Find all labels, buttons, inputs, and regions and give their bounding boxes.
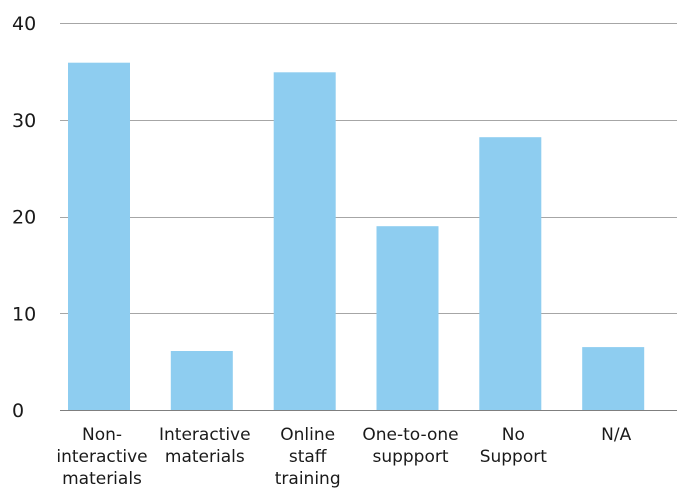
x-category-label-5: N/A bbox=[601, 425, 631, 445]
y-axis-tick-labels: 0 10 20 30 40 bbox=[12, 13, 36, 422]
x-category-label-1: Interactive materials bbox=[159, 425, 251, 467]
y-tick-label-30: 30 bbox=[12, 110, 36, 132]
bar-1 bbox=[170, 351, 233, 410]
x-category-label-line: One-to-one bbox=[362, 425, 458, 445]
x-category-label-line: materials bbox=[165, 447, 245, 467]
x-category-label-line: Support bbox=[480, 447, 548, 467]
x-category-label-line: materials bbox=[62, 469, 142, 489]
x-category-label-line: N/A bbox=[601, 425, 631, 445]
bar-4 bbox=[479, 137, 542, 410]
y-tick-label-10: 10 bbox=[12, 303, 36, 325]
x-category-label-3: One-to-one suppport bbox=[362, 425, 458, 467]
y-tick-label-20: 20 bbox=[12, 207, 36, 229]
y-tick-label-40: 40 bbox=[12, 13, 36, 35]
bar-3 bbox=[376, 226, 439, 410]
bars bbox=[68, 62, 645, 411]
x-category-label-line: interactive bbox=[56, 447, 147, 467]
y-tick-label-0: 0 bbox=[12, 400, 24, 422]
x-category-label-line: No bbox=[502, 425, 525, 445]
x-category-label-line: Non- bbox=[82, 425, 122, 445]
x-category-label-line: suppport bbox=[372, 447, 448, 467]
bar-0 bbox=[68, 62, 130, 410]
x-category-label-line: Interactive bbox=[159, 425, 251, 445]
x-category-label-0: Non-interactive materials bbox=[56, 425, 147, 489]
x-category-label-line: staff bbox=[289, 447, 328, 467]
bar-2 bbox=[273, 72, 336, 411]
x-category-label-2: Online staff training bbox=[275, 425, 341, 489]
gridlines bbox=[60, 23, 677, 411]
bar-5 bbox=[582, 347, 645, 410]
x-category-label-line: training bbox=[275, 469, 341, 489]
x-category-label-4: No Support bbox=[480, 425, 548, 467]
x-category-label-line: Online bbox=[280, 425, 335, 445]
